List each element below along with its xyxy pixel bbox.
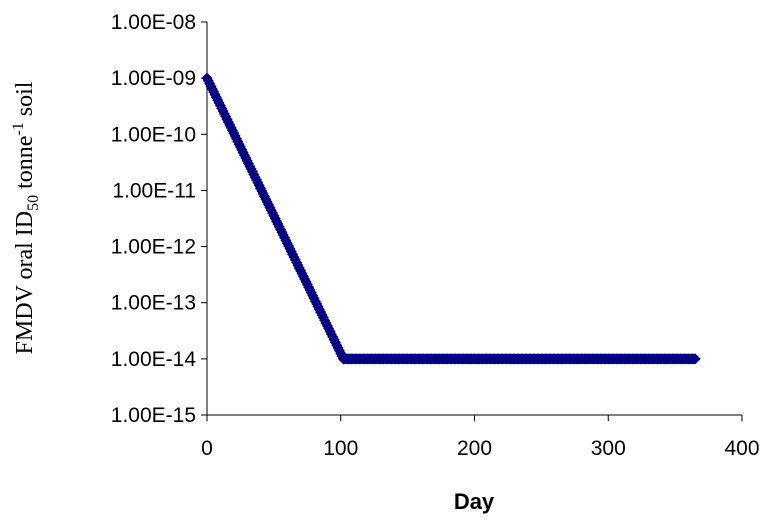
x-tick-label: 0 <box>201 437 213 460</box>
y-axis-label-base: FMDV oral ID <box>12 211 38 355</box>
y-tick-label: 1.00E-09 <box>111 67 196 90</box>
y-tick-label: 1.00E-08 <box>111 11 196 34</box>
y-axis-label-mid: tonne <box>12 136 38 195</box>
data-point <box>689 353 701 365</box>
y-ticks: 1.00E-15 1.00E-14 1.00E-13 1.00E-12 1.00E-11… <box>111 11 207 427</box>
data-points <box>201 72 701 365</box>
y-axis-label-end: soil <box>12 81 38 122</box>
y-axis-label-subscript: 50 <box>25 195 42 211</box>
x-tick-label: 100 <box>323 437 358 460</box>
x-axis-label: Day <box>454 489 495 514</box>
y-tick-label: 1.00E-14 <box>111 348 197 371</box>
y-axis-label-superscript: -1 <box>10 122 27 135</box>
y-tick-label: 1.00E-10 <box>111 123 196 146</box>
x-tick-label: 300 <box>591 437 626 460</box>
y-axis-label: FMDV oral ID50 tonne-1 soil <box>10 81 42 354</box>
y-tick-label: 1.00E-15 <box>111 404 196 427</box>
y-tick-label: 1.00E-13 <box>111 292 196 315</box>
x-tick-label: 200 <box>457 437 492 460</box>
x-ticks: 0 100 200 300 400 <box>201 415 760 460</box>
y-tick-label: 1.00E-11 <box>112 179 196 202</box>
x-tick-label: 400 <box>724 437 759 460</box>
y-tick-label: 1.00E-12 <box>111 236 196 259</box>
